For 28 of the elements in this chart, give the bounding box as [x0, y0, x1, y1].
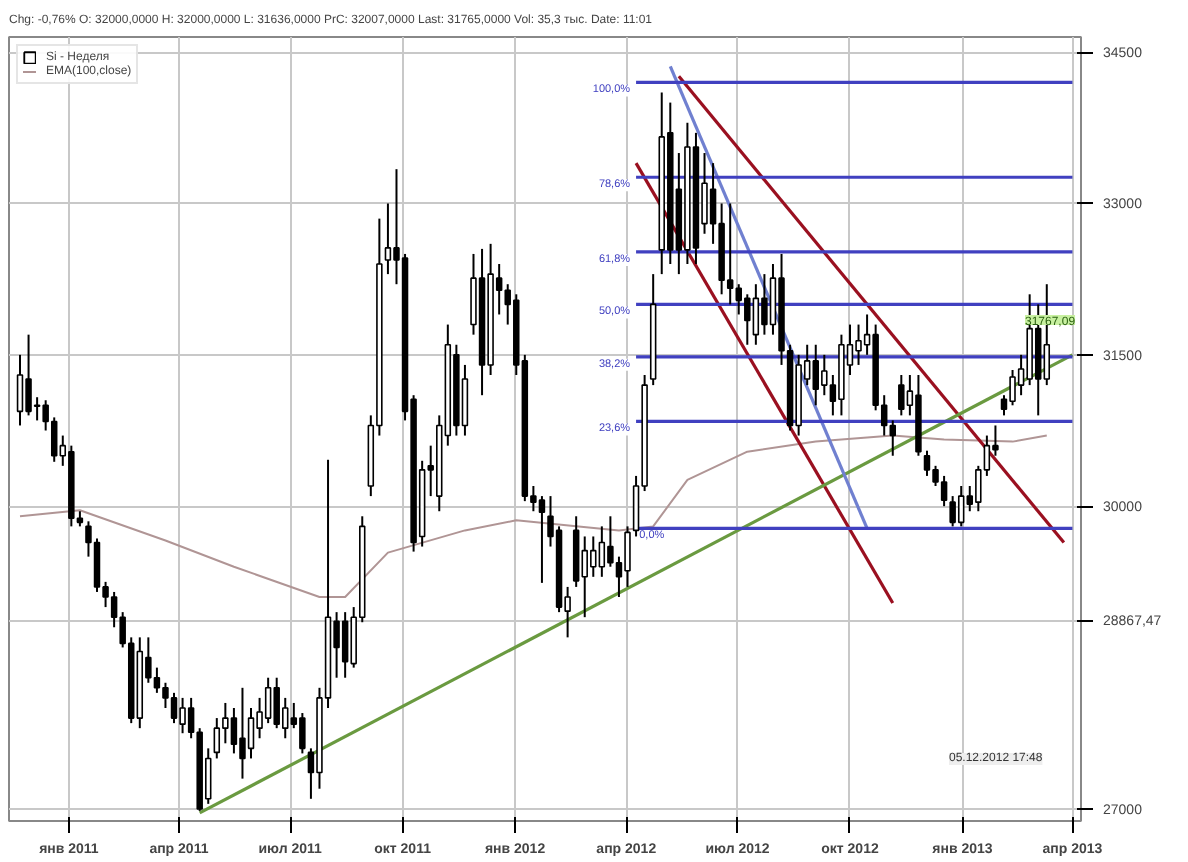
candlestick	[247, 706, 255, 760]
candlestick	[170, 691, 178, 725]
candlestick	[855, 323, 862, 366]
candlestick	[239, 686, 246, 780]
candlestick	[598, 525, 606, 578]
candlestick	[949, 495, 956, 528]
candlestick	[726, 202, 734, 306]
candlestick	[264, 676, 272, 725]
candlestick	[179, 696, 186, 735]
candlestick	[341, 611, 349, 679]
candlestick	[923, 449, 931, 477]
candlestick	[299, 712, 306, 755]
candlestick	[213, 717, 221, 760]
candlestick	[761, 273, 768, 336]
candlestick	[273, 676, 280, 730]
candlestick	[821, 353, 828, 397]
candlestick	[222, 701, 229, 745]
candlestick	[25, 333, 32, 417]
candlestick	[538, 495, 546, 584]
candlestick	[898, 374, 905, 417]
candlestick	[624, 525, 631, 588]
candlestick	[16, 353, 24, 427]
candlestick	[752, 283, 760, 346]
candlestick	[384, 202, 392, 276]
candlestick	[957, 485, 965, 528]
candlestick	[230, 706, 238, 755]
candlestick	[940, 474, 948, 508]
candlestick	[1009, 368, 1016, 407]
